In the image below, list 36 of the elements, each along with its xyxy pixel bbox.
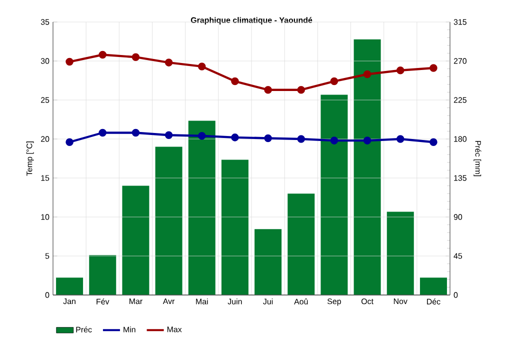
point [430,138,438,146]
point [164,58,173,66]
bar [89,255,116,295]
bar [320,94,348,295]
point [198,62,206,70]
point [430,64,438,72]
bar [122,186,150,295]
point [297,135,306,143]
bar [420,278,447,295]
point [330,77,338,86]
bar [155,146,182,295]
bar [221,160,248,295]
bar [188,120,216,295]
point [264,86,272,94]
point [231,77,239,86]
bar [386,212,414,295]
point [396,135,404,143]
bar [56,278,84,295]
bar [288,194,315,295]
point [198,132,206,140]
bar [354,39,381,295]
point [66,58,74,66]
point [164,131,173,139]
point [98,50,107,59]
point [297,86,306,94]
point [132,128,140,137]
point [66,138,74,146]
point [363,136,372,144]
bar [254,229,282,295]
point [98,128,107,137]
point [396,66,404,74]
point [363,70,372,78]
point [132,53,140,61]
point [231,134,239,142]
point [264,134,272,142]
point [330,136,338,144]
